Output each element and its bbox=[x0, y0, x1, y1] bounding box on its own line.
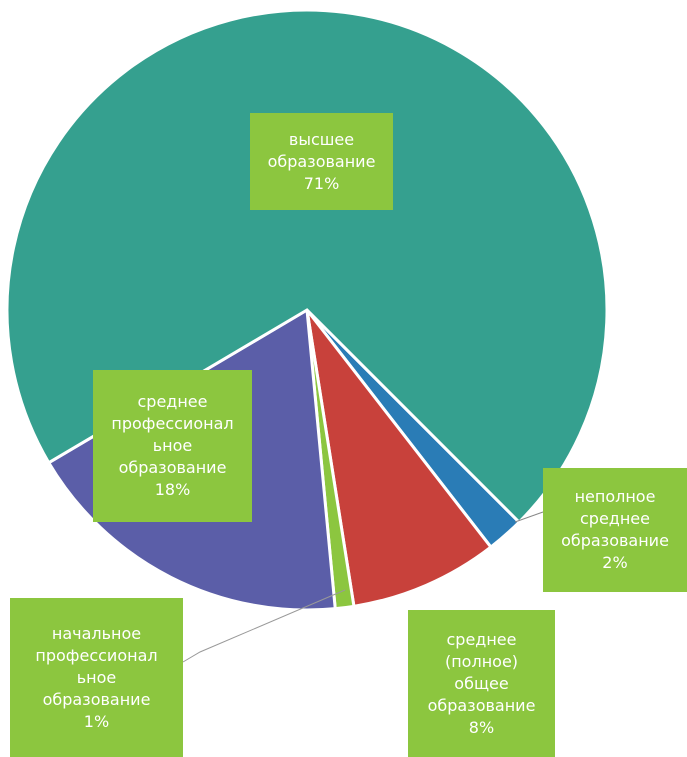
category-label: высшее образование bbox=[267, 129, 376, 171]
data-label: высшее образование 71% bbox=[250, 113, 393, 210]
pie-slice bbox=[305, 309, 493, 609]
value-label: 71% bbox=[303, 173, 340, 193]
value-label: 18% bbox=[154, 480, 191, 499]
category-label: среднее профессионал ьное образование bbox=[111, 392, 234, 477]
leader-line bbox=[514, 511, 544, 523]
category-label: неполное среднее образование bbox=[561, 487, 669, 550]
value-label: 1% bbox=[83, 711, 110, 731]
data-label: среднее (полное) общее образование 8% bbox=[408, 610, 555, 757]
category-label: начальное профессионал ьное образование bbox=[35, 623, 158, 709]
data-label: неполное среднее образование 2% bbox=[543, 468, 687, 592]
value-label: 2% bbox=[602, 553, 628, 572]
data-label: среднее профессионал ьное образование 18% bbox=[93, 370, 252, 522]
category-label: среднее (полное) общее образование bbox=[427, 629, 536, 715]
value-label: 8% bbox=[468, 717, 495, 737]
data-label: начальное профессионал ьное образование 1… bbox=[10, 598, 183, 757]
leader-line bbox=[182, 589, 346, 663]
